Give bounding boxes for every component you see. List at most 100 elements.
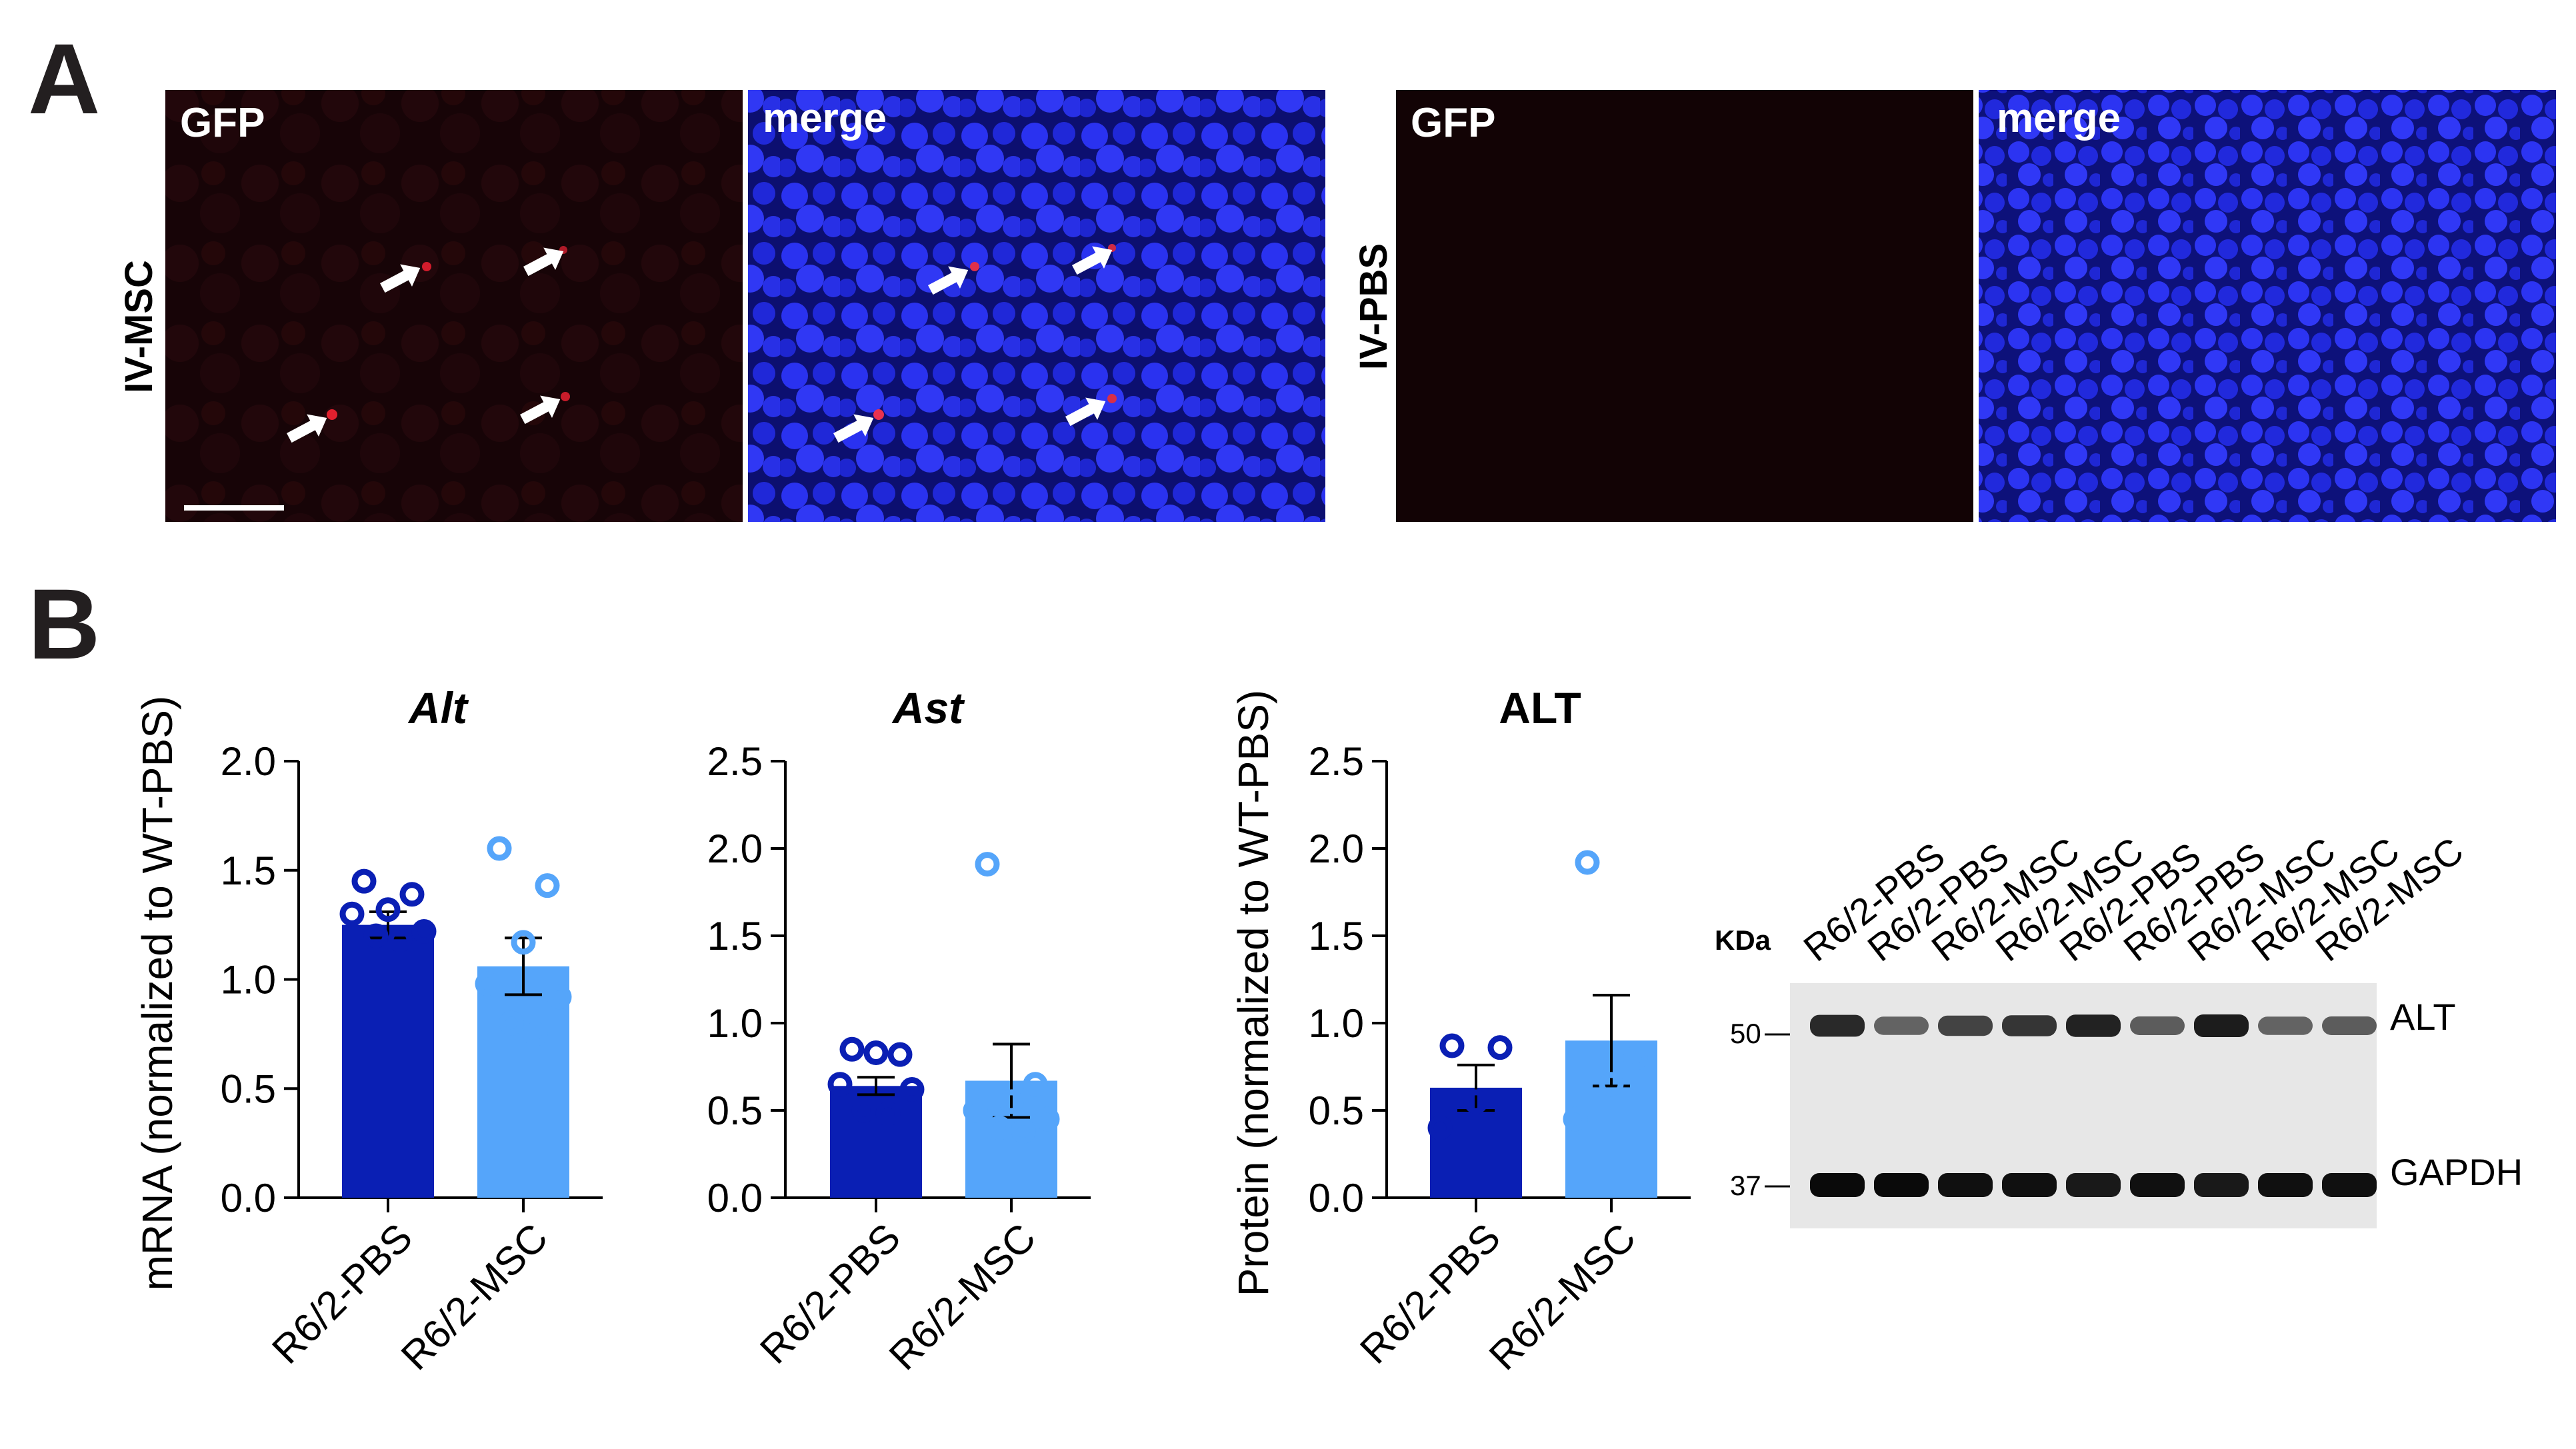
bar	[342, 924, 434, 1198]
x-tick-label: R6/2-MSC	[1481, 1215, 1644, 1378]
data-point	[547, 984, 572, 1010]
data-point	[351, 868, 377, 894]
data-point	[339, 901, 365, 926]
y-tick-label: 1.5	[1309, 914, 1364, 958]
scale-bar	[184, 505, 284, 511]
data-point	[1599, 1072, 1624, 1097]
chart-title: ALT	[1499, 683, 1581, 732]
image-label: GFP	[1411, 100, 1495, 146]
chart-title: Ast	[891, 683, 965, 732]
band-alt	[2258, 1016, 2313, 1035]
data-point	[863, 1040, 889, 1066]
data-point	[963, 1098, 988, 1123]
data-point	[1011, 1118, 1036, 1144]
data-point	[851, 1098, 877, 1123]
band-gapdh	[1938, 1173, 1993, 1197]
data-point	[987, 1115, 1012, 1140]
marker-50: 50	[1730, 1018, 1761, 1049]
y-tick-label: 2.5	[707, 739, 763, 784]
band-gapdh	[2002, 1173, 2057, 1197]
y-tick-label: 0.5	[221, 1066, 276, 1111]
band-alt	[2002, 1015, 2057, 1036]
data-point	[1023, 1072, 1048, 1097]
data-point	[399, 882, 425, 907]
band-label-alt: ALT	[2390, 996, 2456, 1038]
band-alt	[1810, 1014, 1865, 1037]
band-gapdh	[2130, 1173, 2185, 1197]
data-point	[411, 918, 437, 944]
gfp-cell-dot	[327, 409, 337, 420]
row-label-iv-msc: IV-MSC	[117, 260, 161, 393]
data-point	[975, 852, 1000, 877]
protein-y-axis-label: Protein (normalized to WT-PBS)	[1229, 690, 1277, 1297]
data-point	[1487, 1035, 1513, 1060]
image-label: GFP	[180, 100, 265, 146]
band-gapdh	[2258, 1173, 2313, 1197]
row-label-iv-pbs: IV-PBS	[1352, 243, 1395, 370]
y-tick-label: 1.0	[707, 1001, 763, 1046]
image-gfp-iv-msc: GFP	[165, 90, 743, 522]
data-point	[1427, 1115, 1453, 1140]
data-point	[827, 1072, 853, 1097]
arrow-icon	[520, 395, 561, 425]
data-point	[535, 873, 560, 898]
data-point	[1463, 1089, 1489, 1114]
kda-label: KDa	[1715, 924, 1771, 956]
image-merge-iv-pbs: merge	[1979, 90, 2556, 522]
band-gapdh	[1874, 1173, 1929, 1197]
arrow-icon	[1065, 397, 1106, 427]
y-tick-label: 2.5	[1309, 739, 1364, 784]
y-tick-label: 0.0	[221, 1176, 276, 1220]
data-point	[899, 1077, 925, 1102]
band-alt	[1874, 1016, 1929, 1035]
gfp-cell-dot	[873, 409, 884, 420]
image-label: merge	[763, 95, 887, 141]
data-point	[499, 1010, 524, 1036]
image-merge-iv-msc: merge	[748, 90, 1325, 522]
band-gapdh	[2194, 1173, 2249, 1197]
data-point	[1439, 1033, 1465, 1058]
western-blot: KDa 50 37 ALT GAPDH R6/2-PBSR6/2-PBSR6/2…	[1715, 829, 2523, 1228]
data-point	[487, 836, 512, 861]
band-alt	[2194, 1014, 2249, 1037]
arrow-icon	[928, 266, 969, 295]
arrow-icon	[380, 264, 421, 293]
marker-37: 37	[1730, 1170, 1761, 1201]
band-alt	[2066, 1014, 2121, 1037]
y-tick-label: 1.0	[221, 958, 276, 1002]
arrow-icon	[1072, 246, 1113, 275]
gfp-cell-dot	[970, 262, 979, 271]
y-tick-label: 1.5	[707, 914, 763, 958]
image-label: merge	[1997, 95, 2121, 141]
band-alt	[2130, 1016, 2185, 1035]
bar	[830, 1086, 922, 1198]
band-gapdh	[2066, 1173, 2121, 1197]
data-point	[375, 897, 401, 922]
data-point	[1563, 1106, 1588, 1132]
gfp-cell-dot	[1107, 394, 1117, 403]
data-point	[1035, 1106, 1060, 1132]
data-point	[887, 1042, 913, 1067]
data-point	[387, 928, 413, 953]
y-tick-label: 2.0	[221, 739, 276, 784]
band-gapdh	[2322, 1173, 2377, 1197]
arrow-icon	[833, 414, 874, 443]
y-tick-label: 0.5	[1309, 1088, 1364, 1133]
y-tick-label: 0.0	[707, 1176, 763, 1220]
gfp-cell-dot	[422, 262, 431, 271]
y-tick-label: 2.0	[1309, 826, 1364, 871]
x-tick-label: R6/2-MSC	[393, 1215, 556, 1378]
y-tick-label: 1.5	[221, 848, 276, 893]
data-point	[875, 1101, 901, 1126]
y-tick-label: 0.0	[1309, 1176, 1364, 1220]
y-tick-label: 0.5	[707, 1088, 763, 1133]
x-tick-label: R6/2-MSC	[881, 1215, 1044, 1378]
y-tick-label: 2.0	[707, 826, 763, 871]
data-point	[1623, 1045, 1648, 1070]
panel-b-letter: B	[28, 568, 100, 680]
panel-a-letter: A	[28, 23, 100, 135]
